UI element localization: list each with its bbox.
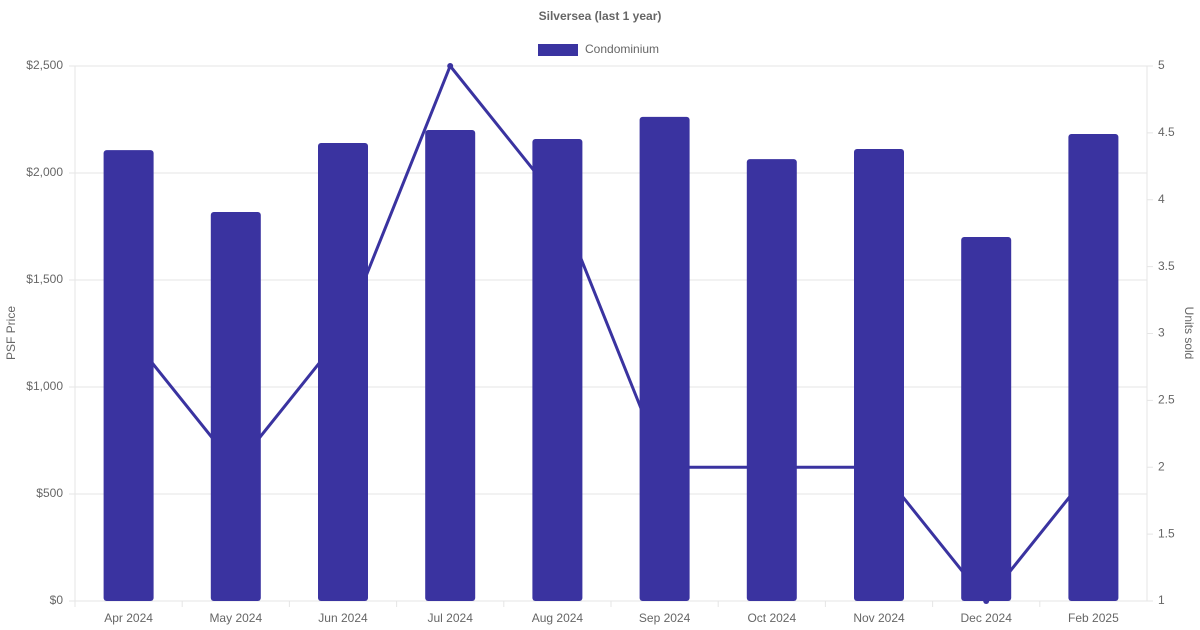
y2-tick-label: 4	[1158, 192, 1165, 206]
bar	[532, 138, 583, 601]
y2-tick-label: 4.5	[1158, 125, 1175, 139]
x-tick-label: Nov 2024	[853, 611, 905, 625]
line	[127, 63, 1095, 604]
bar	[639, 116, 690, 601]
y2-tick-label: 3.5	[1158, 259, 1175, 273]
bar	[425, 129, 476, 601]
x-tick-label: Aug 2024	[532, 611, 584, 625]
x-tick-label: Dec 2024	[961, 611, 1013, 625]
x-tick-label: Jul 2024	[428, 611, 474, 625]
chart-title: Silversea (last 1 year)	[539, 9, 662, 23]
y-tick-label: $1,000	[26, 379, 63, 393]
y2-tick-label: 5	[1158, 58, 1165, 72]
bar	[854, 149, 904, 602]
y-tick-label: $1,500	[26, 272, 63, 286]
bar	[103, 150, 154, 602]
x-tick-label: Feb 2025	[1068, 611, 1119, 625]
y2-tick-label: 2.5	[1158, 393, 1175, 407]
y-tick-label: $2,000	[26, 165, 63, 179]
bar	[210, 211, 261, 601]
y2-tick-label: 1	[1158, 593, 1165, 607]
y2-tick-label: 2	[1158, 459, 1165, 473]
x-tick-label: May 2024	[209, 611, 262, 625]
y-axis-title: PSF Price	[4, 306, 18, 360]
y2-tick-label: 1.5	[1158, 526, 1175, 540]
bar	[746, 159, 797, 601]
x-tick-label: Sep 2024	[639, 611, 691, 625]
y-tick-label: $2,500	[26, 58, 63, 72]
bar	[1068, 134, 1119, 601]
x-tick-label: Oct 2024	[747, 611, 796, 625]
y-tick-label: $500	[36, 486, 63, 500]
x-tick-label: Jun 2024	[318, 611, 368, 625]
legend-swatch[interactable]	[538, 44, 578, 56]
x-tick-label: Apr 2024	[104, 611, 153, 625]
y2-tick-label: 3	[1158, 326, 1165, 340]
bar	[961, 236, 1012, 601]
line-point	[447, 63, 454, 69]
bar	[318, 143, 368, 602]
legend-label[interactable]: Condominium	[585, 42, 659, 56]
y2-axis-title: Units sold	[1182, 307, 1196, 360]
y-tick-label: $0	[50, 593, 64, 607]
